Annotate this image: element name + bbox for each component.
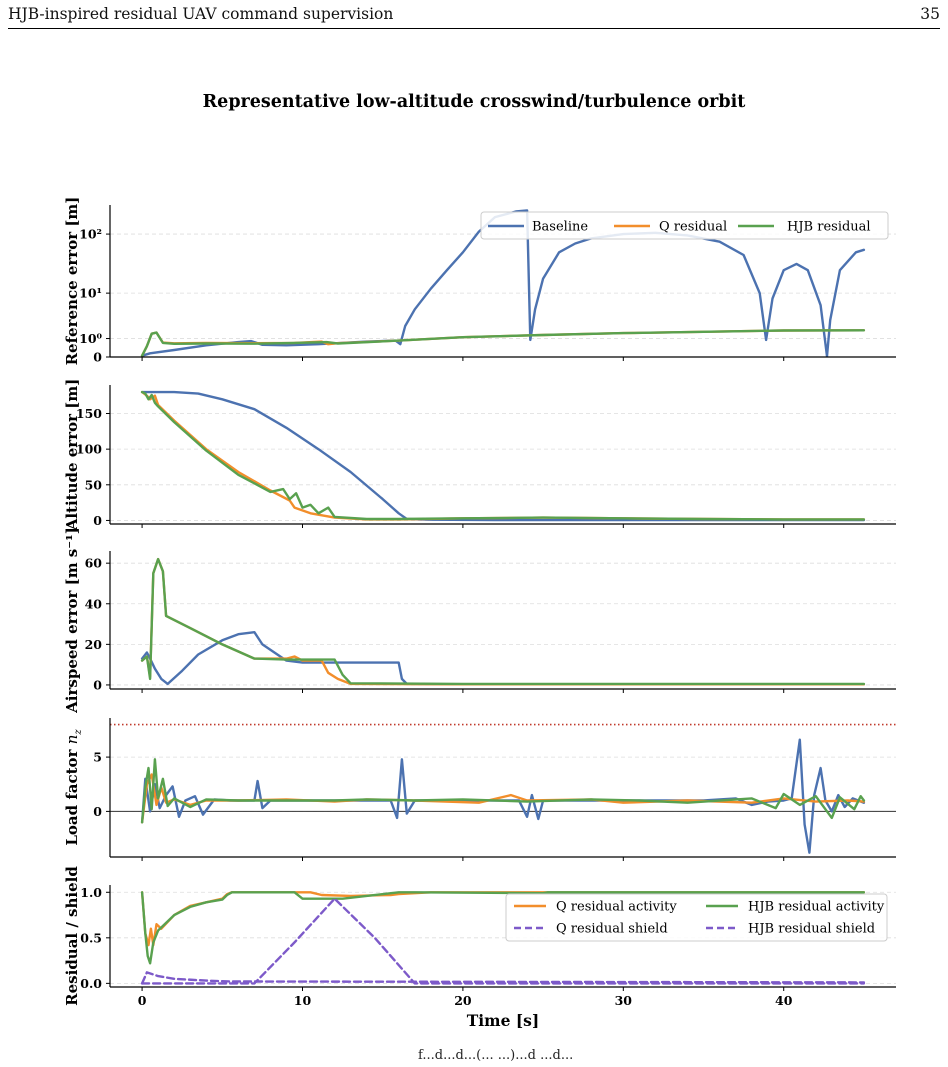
series-line-hjb-residual xyxy=(140,758,866,824)
y-axis-label: Airspeed error [m s⁻¹] xyxy=(63,527,81,714)
legend: Q residual activity HJB residual activity… xyxy=(505,893,888,942)
x-tick-label: 10 xyxy=(294,993,312,1008)
series-group xyxy=(140,390,866,522)
header-title: HJB-inspired residual UAV command superv… xyxy=(8,5,394,23)
y-tick-label: 10² xyxy=(79,227,102,242)
y-tick-label: 0 xyxy=(93,677,102,692)
series-group xyxy=(140,891,866,985)
series-line-baseline xyxy=(140,631,866,686)
legend: Baseline Q residual HJB residual xyxy=(480,211,889,240)
panel-airspeed-error: 0 20 40 60 Airspeed error [m s⁻¹] xyxy=(63,527,896,714)
series-group xyxy=(140,557,866,686)
series-line-hjb-residual-activity xyxy=(140,891,866,965)
y-axis-label: Residual / shield xyxy=(63,866,81,1006)
series-line-baseline xyxy=(140,390,866,522)
legend-label: Q residual shield xyxy=(556,922,668,937)
y-tick-label: 0 xyxy=(93,804,102,819)
legend-label: HJB residual shield xyxy=(748,922,875,937)
y-tick-label: 0 xyxy=(93,350,102,365)
legend-label: Q residual xyxy=(659,220,727,235)
y-tick-label: 0 xyxy=(93,513,102,528)
x-tick-label: 30 xyxy=(615,993,633,1008)
legend-box xyxy=(505,893,888,942)
y-tick-label: 5 xyxy=(93,750,102,765)
legend-label: Baseline xyxy=(532,220,588,235)
x-tick-label: 40 xyxy=(775,993,793,1008)
y-tick-label: 20 xyxy=(85,637,103,652)
y-tick-label: 10¹ xyxy=(79,286,102,301)
y-axis-label: Reference error [m] xyxy=(63,197,81,366)
series-line-hjb-residual xyxy=(140,390,866,521)
legend-label: HJB residual xyxy=(787,220,871,235)
y-tick-label: 150 xyxy=(76,406,102,421)
figure-title: Representative low-altitude crosswind/tu… xyxy=(203,92,746,112)
series-line-q-residual xyxy=(140,773,866,824)
y-tick-label: 0.5 xyxy=(80,930,102,945)
x-axis-label: Time [s] xyxy=(467,1011,539,1030)
y-tick-label: 0.0 xyxy=(80,976,102,991)
page-number: 35 xyxy=(920,5,940,23)
series-line-hjb-residual xyxy=(140,329,866,357)
y-tick-label: 1.0 xyxy=(80,885,102,900)
y-tick-label: 40 xyxy=(85,596,103,611)
y-tick-label: 100 xyxy=(76,442,102,457)
series-line-baseline xyxy=(140,209,866,357)
series-group xyxy=(140,738,866,854)
cut-off-text-fragment: f...d...d...(... ...)...d ...d... xyxy=(418,1048,574,1063)
panel-residual-shield: 0.0 0.5 1.0 0 10 20 30 40 Residual / shield Time … xyxy=(63,866,896,1030)
series-line-hjb-residual-shield xyxy=(140,897,866,985)
y-axis-label: Altitude error [m] xyxy=(63,379,81,532)
panel-load-factor: 0 5 Load factor nz xyxy=(63,718,896,861)
y-tick-label: 10⁰ xyxy=(79,331,102,346)
y-axis-label: Load factor nz xyxy=(63,729,84,846)
legend-label: HJB residual activity xyxy=(748,900,885,915)
x-tick-label: 0 xyxy=(138,993,147,1008)
series-line-q-residual xyxy=(140,390,866,521)
y-tick-label: 50 xyxy=(85,477,103,492)
page-header: HJB-inspired residual UAV command superv… xyxy=(8,0,940,29)
x-tick-label: 20 xyxy=(454,993,472,1008)
y-tick-label: 60 xyxy=(85,556,103,571)
series-line-q-residual-shield xyxy=(140,971,866,985)
series-line-hjb-residual xyxy=(140,557,866,686)
legend-label: Q residual activity xyxy=(556,900,677,915)
series-group xyxy=(140,209,866,357)
series-line-q-residual xyxy=(140,557,866,686)
legend-box xyxy=(480,211,889,240)
